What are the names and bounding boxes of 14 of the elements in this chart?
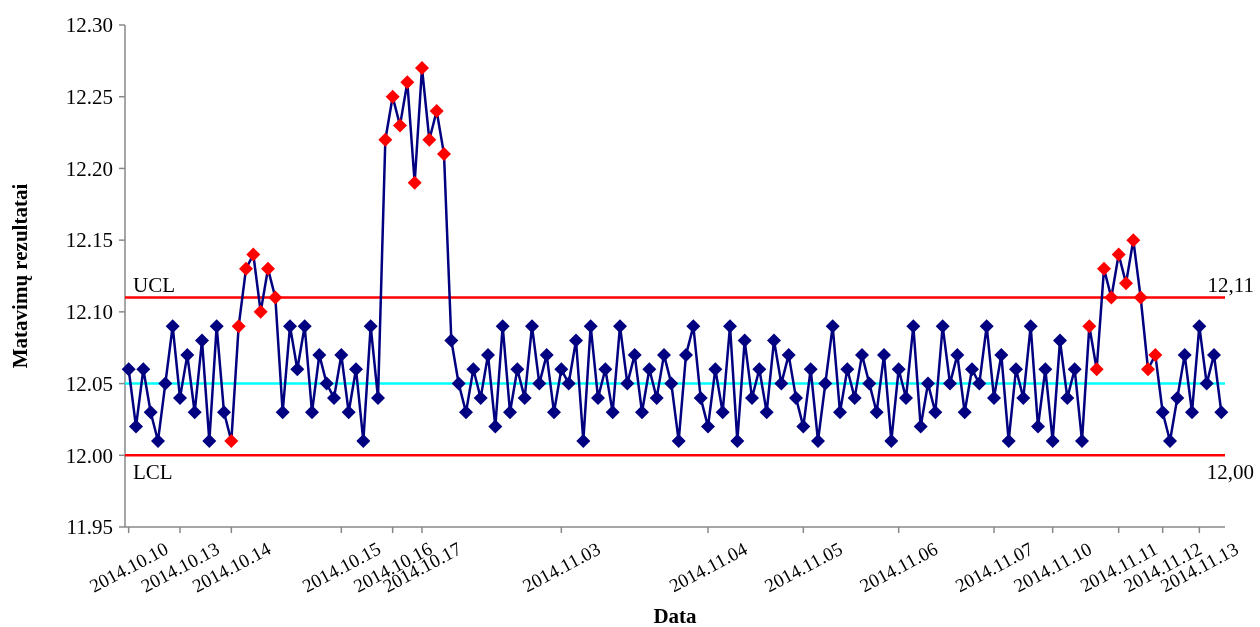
y-tick-label: 12.00 xyxy=(65,443,113,468)
annotation: 12,00 xyxy=(1206,460,1254,485)
y-tick-label: 12.20 xyxy=(65,156,113,181)
y-tick-label: 12.15 xyxy=(65,228,113,253)
ref-line-label: LCL xyxy=(133,460,173,485)
x-axis-title: Data xyxy=(653,604,698,627)
y-tick-label: 11.95 xyxy=(66,515,113,540)
y-tick-label: 12.10 xyxy=(65,300,113,325)
y-axis-title: Matavimų rezultatai xyxy=(8,183,32,369)
ref-line-label: UCL xyxy=(133,272,175,297)
y-tick-label: 12.30 xyxy=(65,13,113,38)
annotation: 12,11 xyxy=(1207,272,1254,297)
y-tick-label: 12.05 xyxy=(65,371,113,396)
y-tick-label: 12.25 xyxy=(65,85,113,110)
